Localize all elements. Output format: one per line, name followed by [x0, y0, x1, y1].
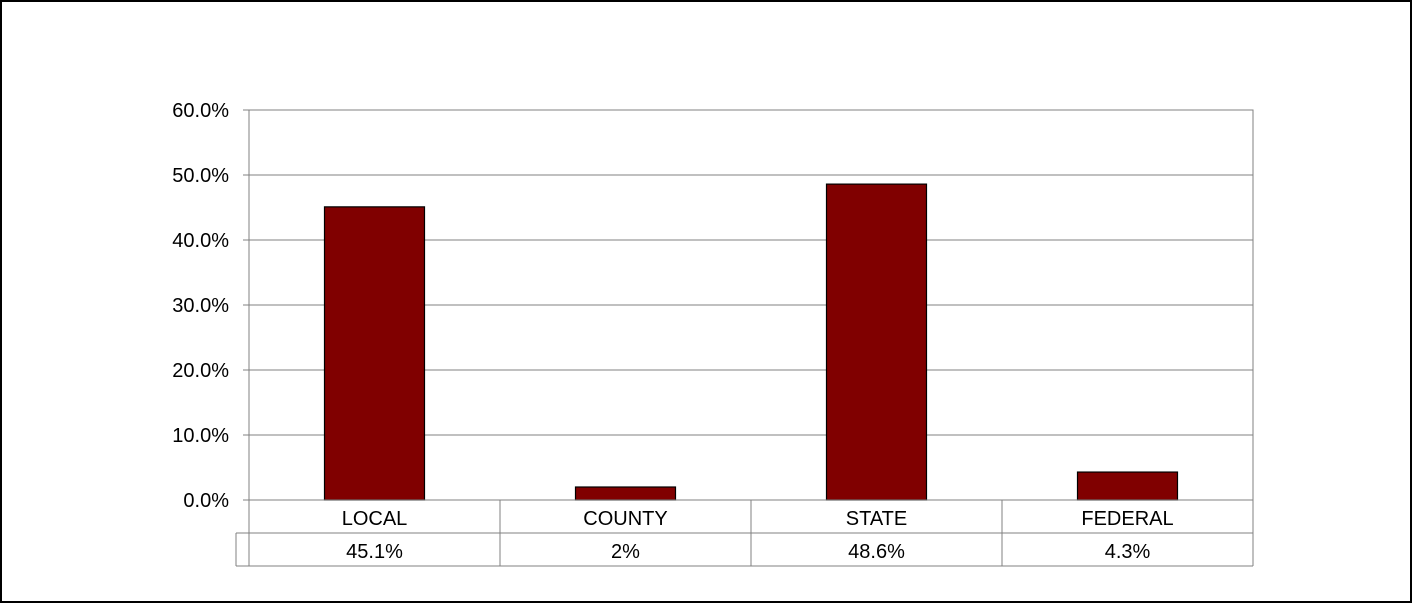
y-tick-label: 0.0% [183, 490, 229, 512]
data-table-value: 48.6% [848, 541, 905, 563]
bar-federal [1076, 471, 1179, 501]
y-tick-label: 40.0% [172, 230, 229, 252]
y-tick-label: 50.0% [172, 165, 229, 187]
x-category-label: STATE [846, 508, 907, 530]
y-tick-label: 20.0% [172, 360, 229, 382]
data-table-value: 45.1% [346, 541, 403, 563]
y-tick-label: 60.0% [172, 100, 229, 122]
bar-county [574, 486, 677, 501]
y-tick-label: 10.0% [172, 425, 229, 447]
y-tick-label: 30.0% [172, 295, 229, 317]
x-category-label: COUNTY [583, 508, 667, 530]
plot-area: 0.0% 10.0% 20.0% 30.0% 40.0% 50.0% 60.0% LOCAL 4… [172, 100, 1254, 567]
x-category-label: LOCAL [342, 508, 408, 530]
bar-local [323, 206, 426, 501]
data-table-value: 4.3% [1105, 541, 1151, 563]
x-category-label: FEDERAL [1081, 508, 1173, 530]
data-table-value: 2% [611, 541, 640, 563]
bar-state [825, 183, 928, 501]
